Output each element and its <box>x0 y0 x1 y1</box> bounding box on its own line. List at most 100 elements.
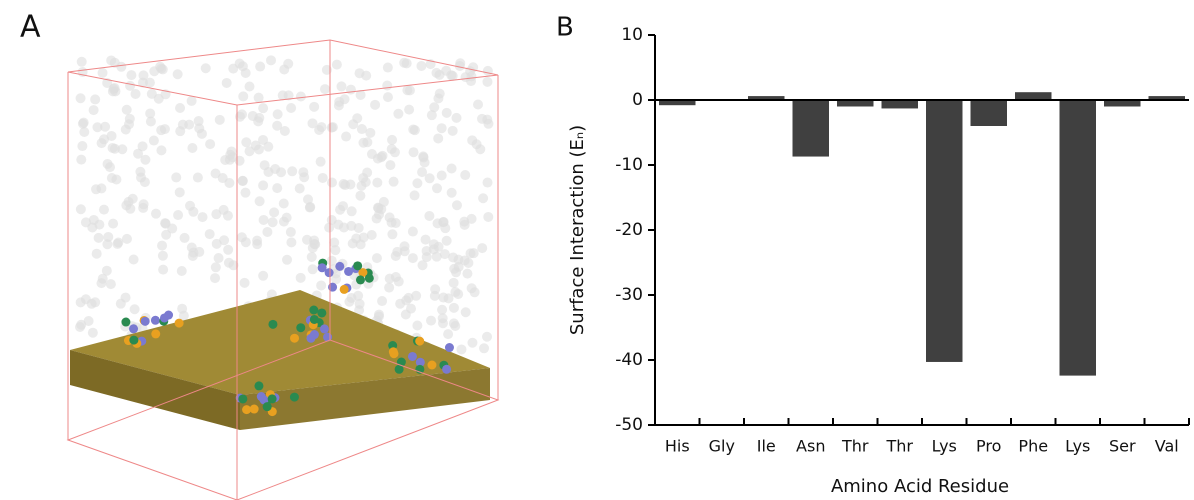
sphere <box>218 173 228 183</box>
sphere <box>327 256 337 266</box>
sphere <box>108 143 118 153</box>
sphere <box>87 222 97 232</box>
sphere <box>377 296 387 306</box>
y-tick-label: -40 <box>615 350 643 370</box>
sphere <box>420 157 430 167</box>
sphere <box>296 273 306 283</box>
sphere <box>139 199 149 209</box>
sphere <box>286 103 296 113</box>
sphere <box>416 61 426 71</box>
sphere <box>254 144 264 154</box>
sphere <box>303 194 313 204</box>
sphere <box>357 124 367 134</box>
sphere <box>405 85 415 95</box>
sphere <box>273 109 283 119</box>
sphere <box>308 264 318 274</box>
sphere <box>383 63 393 73</box>
atom <box>310 330 319 339</box>
sphere <box>131 89 141 99</box>
atom <box>335 262 344 271</box>
sphere <box>138 70 148 80</box>
sphere <box>108 219 118 229</box>
sphere <box>98 274 108 284</box>
sphere <box>438 217 448 227</box>
sphere <box>205 139 215 149</box>
sphere <box>404 105 414 115</box>
bar <box>1015 92 1051 100</box>
atom <box>151 329 160 338</box>
sphere <box>194 247 204 257</box>
sphere <box>254 93 264 103</box>
x-axis-title: Amino Acid Residue <box>831 476 1009 497</box>
sphere <box>438 293 448 303</box>
sphere <box>140 155 150 165</box>
sphere <box>198 212 208 222</box>
sphere <box>452 200 462 210</box>
sphere <box>387 135 397 145</box>
sphere <box>269 207 279 217</box>
sphere <box>385 160 395 170</box>
sphere <box>262 227 272 237</box>
sphere <box>272 183 282 193</box>
sphere <box>446 70 456 80</box>
sphere <box>237 232 247 242</box>
sphere <box>76 93 86 103</box>
atom <box>164 311 173 320</box>
sphere <box>99 205 109 215</box>
sphere <box>370 100 380 110</box>
sphere <box>173 210 183 220</box>
sphere <box>255 196 265 206</box>
sphere <box>475 144 485 154</box>
atom <box>325 268 334 277</box>
sphere <box>330 245 340 255</box>
atom <box>389 347 398 356</box>
sphere <box>355 68 365 78</box>
sphere <box>433 93 443 103</box>
sphere <box>205 229 215 239</box>
atom <box>268 320 277 329</box>
sphere <box>465 66 475 76</box>
y-tick-label: -30 <box>615 285 643 305</box>
figure: A B Amino Acid Residue Surface Interacti… <box>0 0 1194 500</box>
sphere <box>258 180 268 190</box>
sphere <box>91 184 101 194</box>
sphere <box>341 132 351 142</box>
sphere <box>197 129 207 139</box>
sphere <box>201 63 211 73</box>
sphere <box>361 177 371 187</box>
sphere <box>352 113 362 123</box>
sphere <box>383 92 393 102</box>
sphere <box>94 233 104 243</box>
sphere <box>451 267 461 277</box>
x-tick-label: Thr <box>886 437 914 456</box>
sphere <box>460 220 470 230</box>
sphere <box>116 299 126 309</box>
atom <box>356 275 365 284</box>
sphere <box>392 247 402 257</box>
panel-label: B <box>556 13 574 43</box>
atom <box>328 283 337 292</box>
x-tick-label: Asn <box>796 437 825 456</box>
sphere <box>347 206 357 216</box>
sphere <box>103 232 113 242</box>
sphere <box>112 239 122 249</box>
sphere <box>382 80 392 90</box>
sphere <box>440 249 450 259</box>
sphere <box>187 96 197 106</box>
sphere <box>429 102 439 112</box>
sphere <box>129 254 139 264</box>
bar <box>926 100 962 362</box>
x-tick-label: Lys <box>932 437 957 456</box>
atom <box>442 365 451 374</box>
sphere <box>79 118 89 128</box>
sphere <box>448 126 458 136</box>
sphere <box>447 164 457 174</box>
sphere <box>347 293 357 303</box>
sphere <box>478 193 488 203</box>
sphere <box>351 234 361 244</box>
sphere <box>316 280 326 290</box>
sphere <box>92 122 102 132</box>
sphere <box>156 145 166 155</box>
sphere <box>280 126 290 136</box>
atom <box>268 394 277 403</box>
